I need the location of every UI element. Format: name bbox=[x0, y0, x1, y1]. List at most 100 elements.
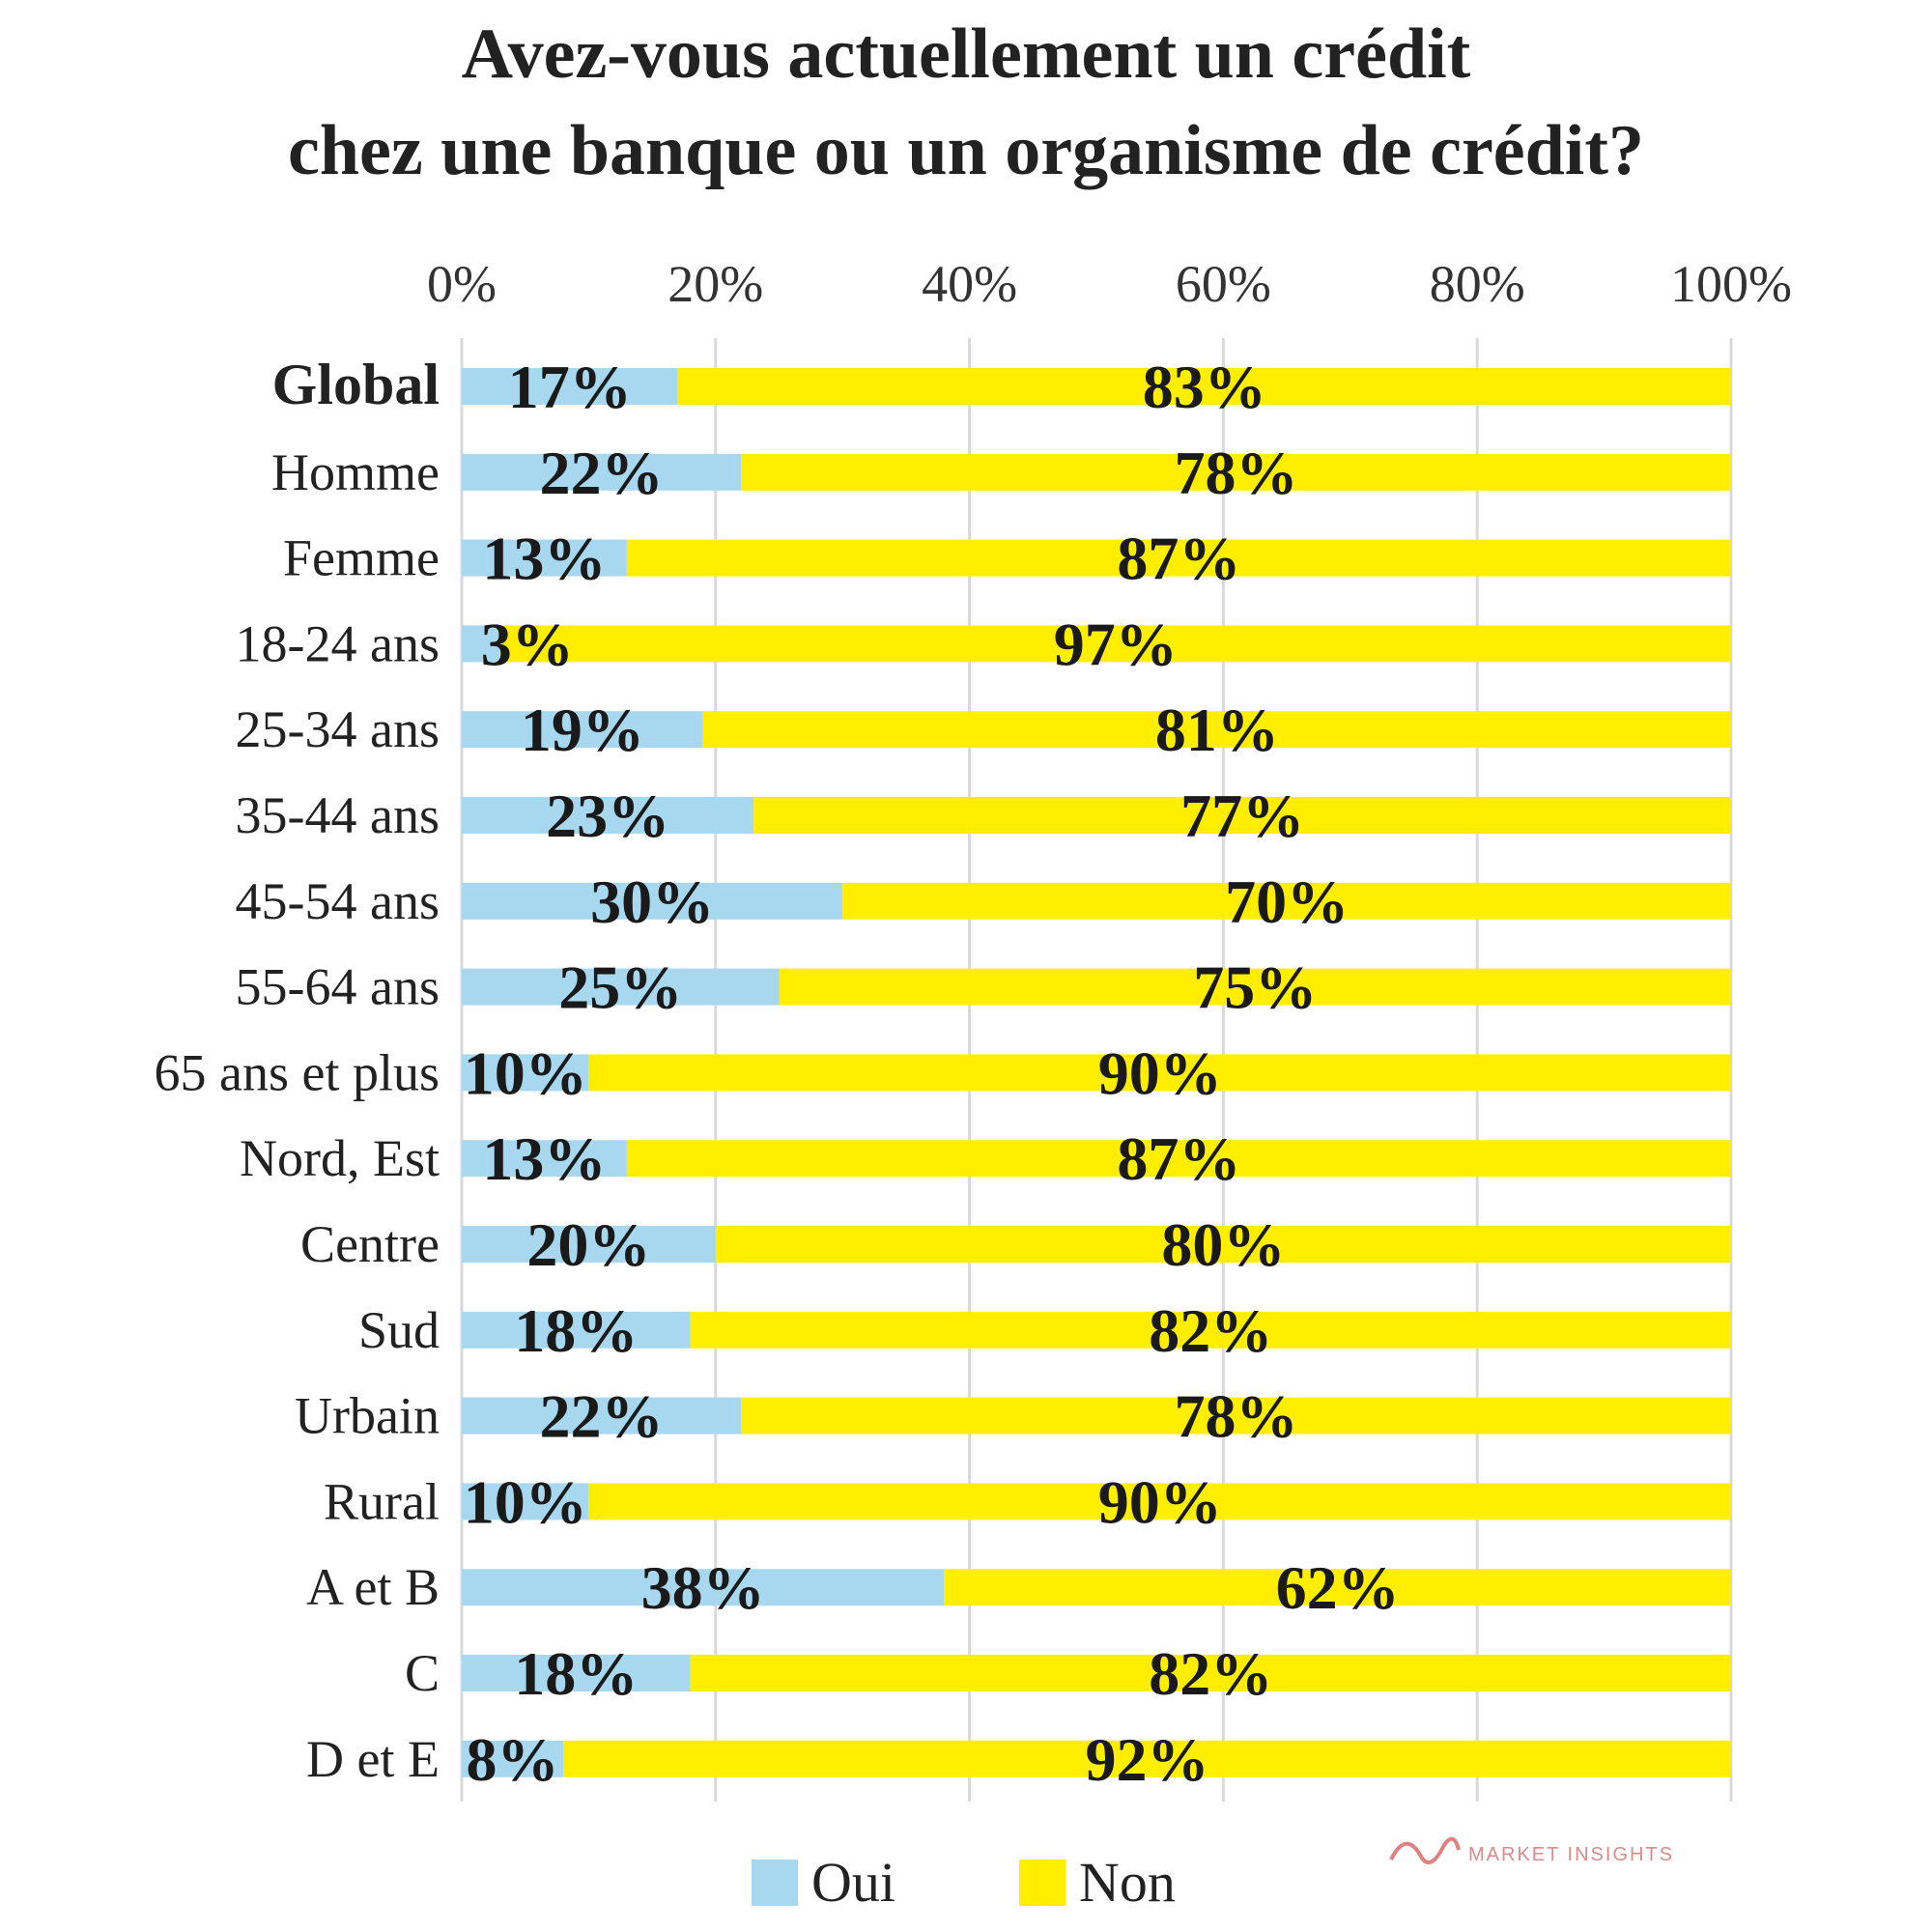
bar-non bbox=[842, 882, 1731, 920]
data-label-oui: 20% bbox=[526, 1210, 650, 1279]
x-tick-label: 80% bbox=[1430, 255, 1525, 313]
data-label-non: 97% bbox=[1054, 610, 1178, 678]
data-label-oui: 19% bbox=[521, 696, 644, 764]
data-label-oui: 22% bbox=[540, 1382, 664, 1451]
bar-oui bbox=[462, 1483, 589, 1520]
data-label-non: 80% bbox=[1161, 1210, 1285, 1279]
data-label-non: 78% bbox=[1175, 439, 1298, 507]
data-label-oui: 30% bbox=[590, 867, 714, 936]
x-tick-label: 40% bbox=[922, 255, 1017, 313]
chart-title: Avez-vous actuellement un crédit chez un… bbox=[0, 6, 1932, 199]
bar-oui bbox=[462, 1655, 691, 1691]
bar-non bbox=[741, 453, 1731, 491]
bar-oui bbox=[462, 368, 678, 405]
chart-title-line-2: chez une banque ou un organisme de crédi… bbox=[287, 111, 1644, 190]
data-label-oui: 10% bbox=[464, 1467, 587, 1536]
legend-label-non: Non bbox=[1079, 1851, 1176, 1914]
category-label: Femme bbox=[283, 529, 440, 587]
category-label: Sud bbox=[358, 1301, 440, 1359]
bar-non bbox=[588, 1054, 1731, 1092]
category-label: 35-44 ans bbox=[236, 786, 440, 844]
bar-oui bbox=[462, 711, 703, 749]
data-label-non: 81% bbox=[1155, 696, 1279, 764]
bar-non bbox=[715, 1226, 1731, 1263]
bar-non bbox=[753, 797, 1731, 834]
chart-title-line-1: Avez-vous actuellement un crédit bbox=[461, 14, 1471, 94]
bar-non bbox=[779, 968, 1731, 1006]
category-labels: Global Homme Femme 18-24 ans 25-34 ans 35-44 … bbox=[155, 353, 440, 1788]
data-label-non: 82% bbox=[1149, 1639, 1272, 1708]
bar-oui bbox=[462, 625, 500, 663]
data-label-non: 83% bbox=[1143, 353, 1266, 421]
legend-swatch-oui bbox=[752, 1860, 798, 1906]
bars bbox=[462, 368, 1732, 1777]
bar-oui bbox=[462, 539, 627, 577]
data-label-oui: 23% bbox=[546, 781, 669, 850]
bar-oui bbox=[462, 797, 754, 834]
legend-swatch-non bbox=[1019, 1860, 1065, 1906]
data-label-non: 62% bbox=[1276, 1553, 1400, 1622]
bar-non bbox=[702, 711, 1732, 749]
data-label-non: 77% bbox=[1180, 781, 1304, 850]
category-label: Global bbox=[272, 353, 440, 416]
x-tick-label: 0% bbox=[427, 255, 497, 313]
bar-oui bbox=[462, 1226, 716, 1263]
x-tick-label: 20% bbox=[668, 255, 763, 313]
data-label-oui: 38% bbox=[641, 1553, 765, 1622]
bar-oui bbox=[462, 1569, 945, 1606]
category-label: C bbox=[405, 1644, 440, 1702]
bar-non bbox=[588, 1483, 1731, 1520]
market-insights-logo: MARKET INSIGHTS bbox=[1389, 1836, 1674, 1865]
category-label: Homme bbox=[271, 443, 440, 501]
data-label-non: 87% bbox=[1117, 1124, 1240, 1193]
category-label: 18-24 ans bbox=[236, 614, 440, 672]
data-labels: 17% 83% 22% 78% 13% 87% 3% 97% 19% 81% 23% 77% 30% 70… bbox=[464, 353, 1400, 1794]
x-tick-label: 100% bbox=[1670, 255, 1792, 313]
data-label-oui: 22% bbox=[540, 439, 664, 507]
bar-non bbox=[677, 368, 1731, 405]
data-label-oui: 18% bbox=[514, 1296, 638, 1365]
category-label: Nord, Est bbox=[240, 1129, 440, 1187]
category-label: D et E bbox=[306, 1730, 440, 1788]
bar-oui bbox=[462, 453, 742, 491]
data-label-oui: 18% bbox=[514, 1639, 638, 1708]
bar-oui bbox=[462, 1140, 627, 1178]
data-label-oui: 17% bbox=[508, 353, 632, 421]
data-label-oui: 8% bbox=[467, 1725, 559, 1794]
bar-oui bbox=[462, 1054, 589, 1092]
logo-swirl-icon bbox=[1389, 1836, 1461, 1864]
bar-oui bbox=[462, 968, 780, 1006]
category-label: Centre bbox=[300, 1215, 440, 1273]
bar-oui bbox=[462, 1397, 742, 1435]
watermark-text: MARKET INSIGHTS bbox=[1468, 1844, 1674, 1865]
legend-label-oui: Oui bbox=[811, 1851, 895, 1914]
bar-oui bbox=[462, 1311, 691, 1349]
data-label-oui: 13% bbox=[482, 525, 606, 593]
data-label-non: 92% bbox=[1086, 1725, 1209, 1794]
data-label-oui: 3% bbox=[481, 610, 574, 678]
category-label: 45-54 ans bbox=[236, 872, 440, 930]
data-label-non: 90% bbox=[1098, 1038, 1222, 1107]
legend: Oui Non bbox=[752, 1851, 1176, 1914]
data-label-non: 90% bbox=[1098, 1467, 1222, 1536]
data-label-non: 75% bbox=[1193, 953, 1317, 1022]
bar-non bbox=[741, 1397, 1731, 1435]
bar-non bbox=[499, 625, 1732, 663]
bar-non bbox=[626, 539, 1731, 577]
x-axis-ticks: 0% 20% 40% 60% 80% 100% bbox=[427, 255, 1792, 313]
bar-non bbox=[563, 1740, 1731, 1777]
category-label: 55-64 ans bbox=[236, 958, 440, 1016]
bar-non bbox=[690, 1655, 1731, 1691]
category-label: Rural bbox=[324, 1472, 440, 1530]
bar-non bbox=[944, 1569, 1731, 1606]
category-label: 65 ans et plus bbox=[155, 1043, 440, 1101]
data-label-oui: 13% bbox=[482, 1124, 606, 1193]
category-label: A et B bbox=[306, 1558, 440, 1616]
bar-non bbox=[690, 1311, 1731, 1349]
bar-oui bbox=[462, 882, 843, 920]
data-label-non: 82% bbox=[1149, 1296, 1272, 1365]
data-label-oui: 25% bbox=[558, 953, 682, 1022]
bar-non bbox=[626, 1140, 1731, 1178]
data-label-non: 78% bbox=[1175, 1382, 1298, 1451]
